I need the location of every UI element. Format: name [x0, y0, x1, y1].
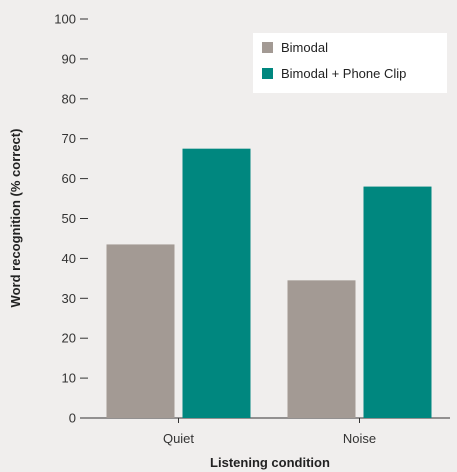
y-axis-title: Word recognition (% correct) — [8, 129, 23, 308]
y-tick-label: 100 — [54, 12, 76, 27]
legend-label-bimodal: Bimodal — [281, 40, 328, 55]
legend-swatch-bimodal-phone-clip — [262, 68, 273, 79]
x-axis-title: Listening condition — [210, 455, 330, 470]
bar — [363, 186, 432, 418]
bar — [182, 148, 251, 419]
bar — [287, 280, 356, 418]
y-tick-label: 40 — [62, 251, 76, 266]
legend-label-bimodal-phone-clip: Bimodal + Phone Clip — [281, 66, 406, 81]
legend-swatch-bimodal — [262, 42, 273, 53]
bar — [106, 244, 175, 418]
y-tick-label: 50 — [62, 211, 76, 226]
legend: Bimodal Bimodal + Phone Clip — [253, 33, 447, 93]
x-axis: Quiet Noise — [80, 417, 450, 446]
y-tick-label: 20 — [62, 331, 76, 346]
y-axis: 0 10 20 30 40 50 60 70 80 90 100 — [54, 12, 88, 426]
y-tick-label: 80 — [62, 91, 76, 106]
y-tick-label: 0 — [69, 411, 76, 426]
y-tick-label: 60 — [62, 171, 76, 186]
legend-box — [253, 33, 447, 93]
y-tick-label: 10 — [62, 371, 76, 386]
y-tick-label: 90 — [62, 51, 76, 66]
y-tick-label: 30 — [62, 291, 76, 306]
x-tick-label: Noise — [343, 431, 376, 446]
bars — [106, 148, 432, 419]
y-tick-label: 70 — [62, 131, 76, 146]
x-tick-label: Quiet — [163, 431, 194, 446]
